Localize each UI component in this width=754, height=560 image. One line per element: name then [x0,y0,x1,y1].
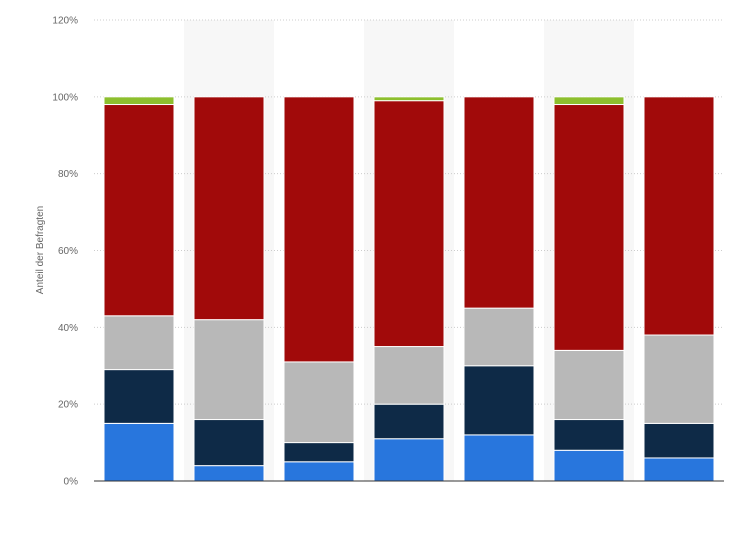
bar-segment-2 [373,403,445,440]
bar-segment-4 [103,104,175,317]
y-tick-label: 120% [52,16,78,27]
bar-segment-1 [553,449,625,482]
y-tick-label: 100% [52,92,78,103]
bar-segment-4 [373,100,445,348]
bar-segment-4 [553,104,625,351]
bar-segment-3 [463,307,535,367]
y-axis-ticks: 0% 20% 40% 60% 80% 100% 120% [52,16,78,488]
bar-segment-4 [463,96,535,309]
bar-segment-2 [553,419,625,451]
bar-segment-1 [103,422,175,482]
bar-segment-3 [283,361,355,444]
y-tick-label: 20% [58,400,78,411]
bar-segment-3 [643,334,715,424]
bar-segment-4 [643,96,715,336]
bar-segment-1 [463,434,535,482]
bar-segment-1 [643,457,715,482]
bar-segment-2 [463,365,535,436]
y-axis-label: Anteil der Befragten [35,206,46,294]
bar-segment-3 [193,319,265,421]
y-tick-label: 0% [64,477,79,488]
bar-segment-3 [103,315,175,371]
bar-segment-2 [103,369,175,424]
bar-segment-2 [193,419,265,467]
bar-segment-5 [373,96,445,102]
bar-segment-2 [283,442,355,463]
bars [103,96,715,482]
bar-segment-3 [373,346,445,405]
bar-segment-4 [283,96,355,363]
bar-segment-1 [193,465,265,482]
bar-segment-5 [553,96,625,106]
y-tick-label: 40% [58,323,78,334]
bar-segment-5 [103,96,175,106]
bar-segment-4 [193,96,265,321]
bar-segment-1 [283,461,355,482]
bar-segment-1 [373,438,445,482]
bar-segment-3 [553,349,625,421]
y-tick-label: 60% [58,246,78,257]
bar-segment-2 [643,422,715,459]
y-tick-label: 80% [58,169,78,180]
